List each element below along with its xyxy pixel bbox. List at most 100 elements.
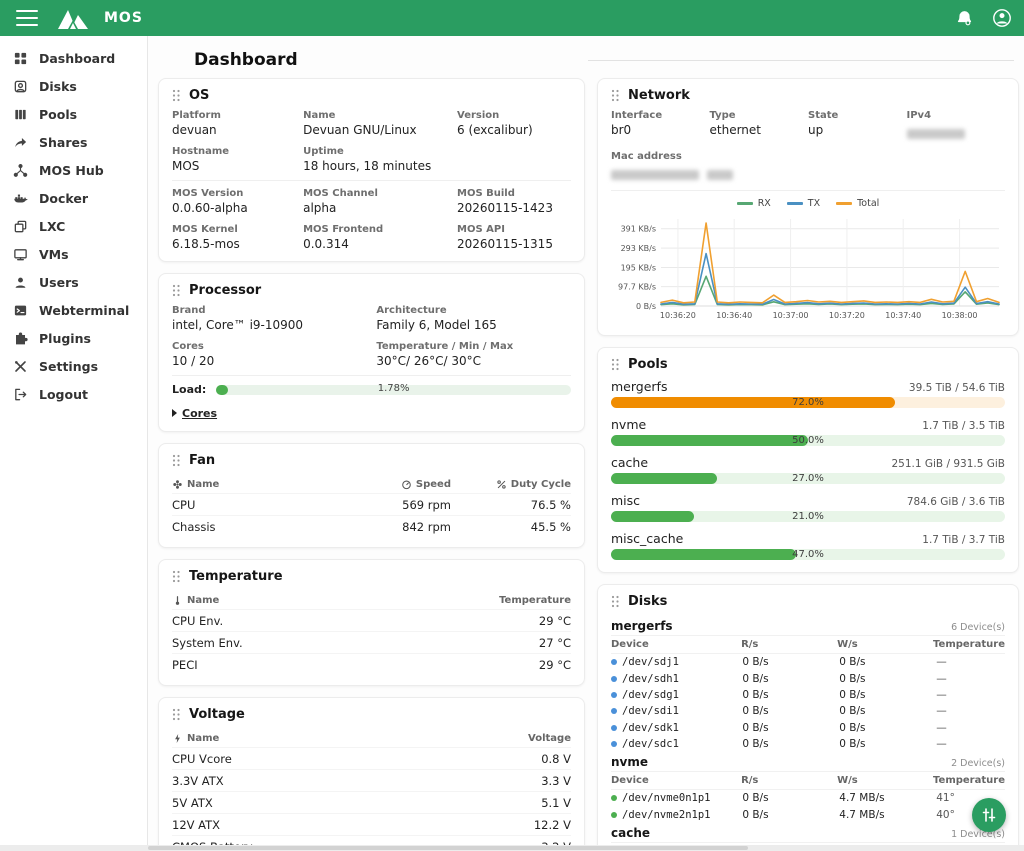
main-content: Dashboard OS Platform devuan Name Devuan GN… (148, 36, 1024, 845)
drag-handle-icon[interactable] (172, 284, 181, 297)
drag-handle-icon[interactable] (172, 454, 181, 467)
drag-handle-icon[interactable] (172, 570, 181, 583)
field: MOS Version 0.0.60-alpha (172, 188, 303, 215)
field-value: MOS (172, 159, 200, 173)
disk-status-dot (611, 741, 617, 748)
sidebar-item-label: Plugins (39, 330, 91, 346)
sidebar-item-dashboard[interactable]: Dashboard (0, 44, 147, 72)
sidebar-item-webterminal[interactable]: Webterminal (0, 296, 147, 324)
chart-legend-item[interactable]: Total (836, 198, 879, 209)
field-value: devuan (172, 123, 217, 137)
svg-text:10:37:20: 10:37:20 (829, 311, 865, 320)
sensor-duty: 76.5 % (530, 497, 571, 512)
drag-handle-icon[interactable] (172, 708, 181, 721)
horizontal-scrollbar[interactable] (0, 845, 1024, 851)
chart-legend-item[interactable]: RX (736, 198, 771, 209)
field-label: State (808, 110, 839, 121)
disk-row: /dev/sdi1 0 B/s 0 B/s — (611, 703, 1005, 719)
disk-read-rate: 0 B/s (742, 721, 769, 734)
user-account-icon[interactable] (992, 8, 1012, 28)
disk-group-count: 1 Device(s) (951, 829, 1005, 840)
disk-group-nvme: nvme 2 Device(s) Device R/s W/s Temperature/d… (611, 752, 1005, 823)
sidebar-item-label: Users (39, 274, 79, 290)
sidebar-item-pools[interactable]: Pools (0, 100, 147, 128)
pool-row-misc: misc 784.6 GiB / 3.6 TiB 21.0% (611, 493, 1005, 522)
sidebar-item-users[interactable]: Users (0, 268, 147, 296)
field: MOS Channel alpha (303, 188, 457, 215)
sidebar-item-docker[interactable]: Docker (0, 184, 147, 212)
temp-name-header: Name (172, 595, 431, 606)
field-value: up (808, 123, 824, 137)
drag-handle-icon[interactable] (172, 89, 181, 102)
svg-text:293 KB/s: 293 KB/s (621, 244, 656, 253)
redacted-value (611, 169, 699, 180)
sidebar-item-label: MOS Hub (39, 162, 104, 178)
field: MOS Kernel 6.18.5-mos (172, 224, 303, 251)
disks-column-header: Device (611, 775, 649, 787)
sensor-row: System Env. 27 °C (172, 632, 571, 654)
pool-name: misc (611, 493, 641, 508)
pool-name: misc_cache (611, 531, 684, 546)
disk-device: /dev/nvme0n1p1 (611, 792, 742, 804)
disks-column-header: W/s (837, 639, 858, 650)
drag-handle-icon[interactable] (611, 595, 620, 608)
legend-dash (736, 202, 753, 205)
sidebar-item-plugins[interactable]: Plugins (0, 324, 147, 352)
disk-group-name: nvme (611, 755, 649, 770)
disk-temperature: — (936, 688, 947, 701)
field-value: 6 (excalibur) (457, 123, 533, 137)
scrollbar-thumb[interactable] (148, 846, 748, 850)
card-voltage: Voltage Name Voltage CPU Vcore 0.8 V 3.3V … (158, 697, 585, 845)
quick-settings-fab[interactable] (972, 798, 1006, 832)
sidebar-item-logout[interactable]: Logout (0, 380, 147, 408)
pool-percent: 27.0% (792, 472, 824, 484)
disk-write-rate: 0 B/s (839, 688, 866, 701)
pool-usage: 1.7 TiB / 3.7 TiB (922, 534, 1005, 546)
card-network: Network Interface br0 Type ethernet State up I… (597, 78, 1019, 336)
drag-handle-icon[interactable] (611, 89, 620, 102)
sensor-name: 12V ATX (172, 817, 221, 832)
field-label: MOS Frontend (303, 224, 384, 235)
sidebar-item-disks[interactable]: Disks (0, 72, 147, 100)
disks-icon (12, 78, 28, 94)
menu-icon[interactable] (16, 10, 38, 26)
sidebar-item-lxc[interactable]: LXC (0, 212, 147, 240)
logout-icon (12, 386, 28, 402)
notifications-bell-icon[interactable] (955, 9, 974, 28)
field-label: MOS Build (457, 188, 515, 199)
fan-name-header: Name (172, 479, 331, 490)
drag-handle-icon[interactable] (611, 358, 620, 371)
pool-row-misc_cache: misc_cache 1.7 TiB / 3.7 TiB 47.0% (611, 531, 1005, 560)
sidebar-item-shares[interactable]: Shares (0, 128, 147, 156)
field-value: br0 (611, 123, 632, 137)
field-value: 20260115-1315 (457, 237, 553, 251)
disk-write-rate: 0 B/s (839, 738, 866, 751)
field: State up (808, 110, 907, 142)
sidebar-item-settings[interactable]: Settings (0, 352, 147, 380)
field: IPv4 (906, 110, 1006, 142)
sidebar-item-label: Logout (39, 386, 88, 402)
chart-legend-item[interactable]: TX (786, 198, 820, 209)
lightning-icon (175, 733, 180, 743)
disk-temperature: 40° (936, 808, 955, 821)
shares-icon (12, 134, 28, 150)
field-value: Family 6, Model 165 (376, 318, 497, 332)
disk-device: /dev/sdh1 (611, 673, 742, 685)
disk-temperature: 41° (936, 792, 955, 805)
disk-write-rate: 0 B/s (839, 721, 866, 734)
cores-expander[interactable]: Cores (172, 407, 217, 420)
sensor-value: 5.1 V (541, 795, 571, 810)
sidebar-item-mos-hub[interactable]: MOS Hub (0, 156, 147, 184)
card-processor: Processor Brand intel, Core™ i9-10900 Arch… (158, 273, 585, 432)
disk-device: /dev/sdk1 (611, 722, 742, 734)
sensor-row: 3.3V ATX 3.3 V (172, 770, 571, 792)
field: MOS Frontend 0.0.314 (303, 224, 457, 251)
sidebar-item-vms[interactable]: VMs (0, 240, 147, 268)
field-label: MOS API (457, 224, 505, 235)
disk-group-name: cache (611, 826, 651, 840)
card-fan: Fan Name Speed Duty Cycle CPU 56 (158, 443, 585, 548)
field-label: MOS Version (172, 188, 244, 199)
disk-write-rate: 0 B/s (839, 705, 866, 718)
sidebar: Dashboard Disks Pools Shares MOS Hub Docker LX… (0, 36, 148, 845)
svg-text:195 KB/s: 195 KB/s (621, 263, 656, 272)
